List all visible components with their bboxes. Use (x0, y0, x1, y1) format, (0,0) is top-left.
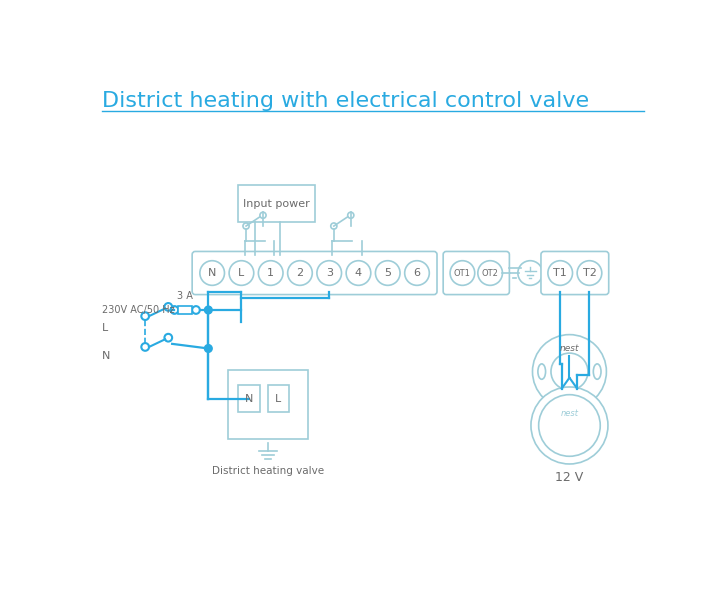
FancyBboxPatch shape (178, 306, 192, 314)
Circle shape (205, 306, 212, 314)
Circle shape (260, 212, 266, 219)
Circle shape (141, 343, 149, 351)
Text: 230V AC/50 Hz: 230V AC/50 Hz (102, 305, 175, 315)
Text: District heating valve: District heating valve (212, 466, 324, 476)
Text: N: N (102, 351, 111, 361)
Text: 3: 3 (325, 268, 333, 278)
FancyBboxPatch shape (541, 251, 609, 295)
Circle shape (450, 261, 475, 285)
Text: T2: T2 (582, 268, 596, 278)
Text: N: N (208, 268, 216, 278)
Circle shape (539, 394, 601, 456)
Ellipse shape (538, 364, 545, 380)
Circle shape (531, 387, 608, 464)
Circle shape (331, 223, 337, 229)
Text: OT2: OT2 (482, 268, 499, 277)
Text: L: L (238, 268, 245, 278)
Circle shape (376, 261, 400, 285)
Circle shape (200, 261, 224, 285)
Circle shape (192, 306, 200, 314)
Text: N: N (245, 394, 253, 404)
Text: 4: 4 (355, 268, 362, 278)
Text: 1: 1 (267, 268, 274, 278)
Text: 3 A: 3 A (178, 291, 193, 301)
Circle shape (551, 353, 588, 390)
Circle shape (405, 261, 430, 285)
Circle shape (548, 261, 572, 285)
Circle shape (577, 261, 602, 285)
Circle shape (559, 388, 564, 393)
Circle shape (317, 261, 341, 285)
Circle shape (532, 334, 606, 409)
Circle shape (346, 261, 371, 285)
Text: T1: T1 (553, 268, 567, 278)
Ellipse shape (593, 364, 601, 380)
FancyBboxPatch shape (268, 386, 289, 412)
Circle shape (229, 261, 254, 285)
FancyBboxPatch shape (228, 370, 309, 440)
Circle shape (478, 261, 502, 285)
Circle shape (165, 334, 172, 342)
Text: 5: 5 (384, 268, 391, 278)
Text: nest: nest (560, 344, 579, 353)
Text: District heating with electrical control valve: District heating with electrical control… (102, 90, 589, 110)
Circle shape (288, 261, 312, 285)
Text: Input power: Input power (242, 199, 309, 208)
Circle shape (170, 306, 178, 314)
FancyBboxPatch shape (443, 251, 510, 295)
Text: L: L (102, 324, 108, 333)
FancyBboxPatch shape (237, 185, 314, 222)
FancyBboxPatch shape (238, 386, 260, 412)
Text: OT1: OT1 (454, 268, 471, 277)
Circle shape (165, 303, 172, 311)
Text: nest: nest (561, 409, 579, 418)
Text: 2: 2 (296, 268, 304, 278)
Circle shape (575, 388, 579, 393)
Text: 6: 6 (414, 268, 421, 278)
Circle shape (243, 223, 249, 229)
Circle shape (348, 212, 354, 219)
Circle shape (518, 261, 542, 285)
Text: 12 V: 12 V (555, 472, 584, 484)
Circle shape (141, 312, 149, 320)
Text: L: L (275, 394, 282, 404)
Circle shape (258, 261, 283, 285)
FancyBboxPatch shape (561, 391, 578, 400)
Circle shape (205, 345, 212, 352)
FancyBboxPatch shape (192, 251, 437, 295)
